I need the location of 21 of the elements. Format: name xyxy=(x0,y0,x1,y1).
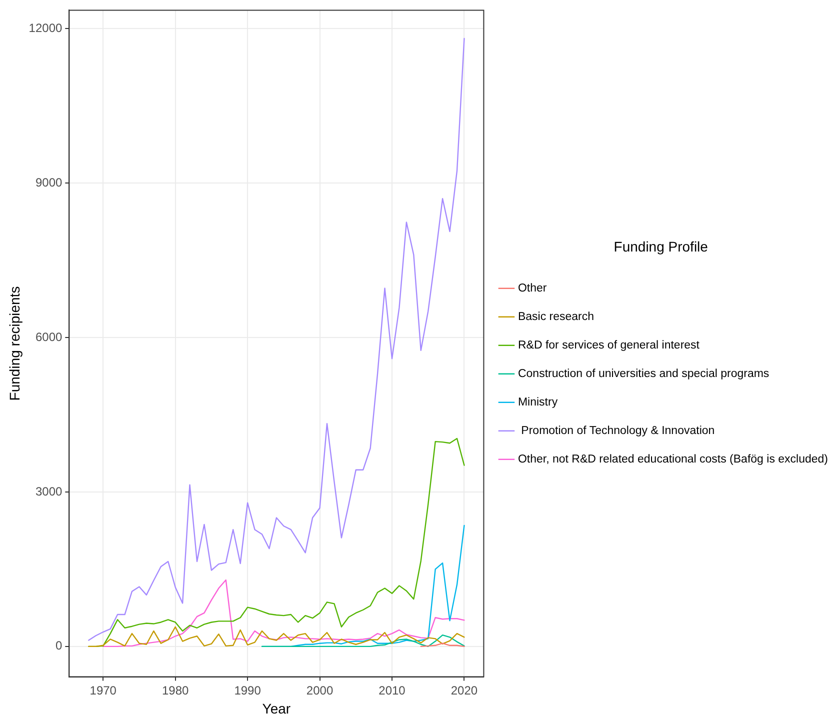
legend-label: Other xyxy=(518,282,547,295)
legend-label: Promotion of Technology & Innovation xyxy=(518,425,715,438)
y-tick-label: 3000 xyxy=(35,484,62,498)
x-tick-label: 2020 xyxy=(450,683,478,698)
legend-label: R&D for services of general interest xyxy=(518,340,700,352)
y-tick-label: 0 xyxy=(55,638,62,653)
y-axis-title: Funding recipients xyxy=(6,286,22,401)
x-tick-label: 1990 xyxy=(234,683,262,698)
legend-label: Basic research xyxy=(518,311,594,324)
x-tick-label: 2010 xyxy=(378,683,406,698)
x-axis-title: Year xyxy=(262,700,291,716)
legend-title: Funding Profile xyxy=(614,238,708,255)
y-tick-label: 6000 xyxy=(35,330,62,344)
y-tick-label: 12000 xyxy=(28,21,62,36)
x-tick-label: 2000 xyxy=(306,683,334,698)
legend-label: Other, not R&D related educational costs (Bafög is excluded) xyxy=(518,454,828,466)
y-tick-label: 9000 xyxy=(35,175,62,190)
x-tick-label: 1970 xyxy=(90,683,117,698)
legend-label: Ministry xyxy=(518,396,558,409)
legend-label: Construction of universities and special programs xyxy=(518,368,770,380)
x-tick-label: 1980 xyxy=(162,683,190,698)
